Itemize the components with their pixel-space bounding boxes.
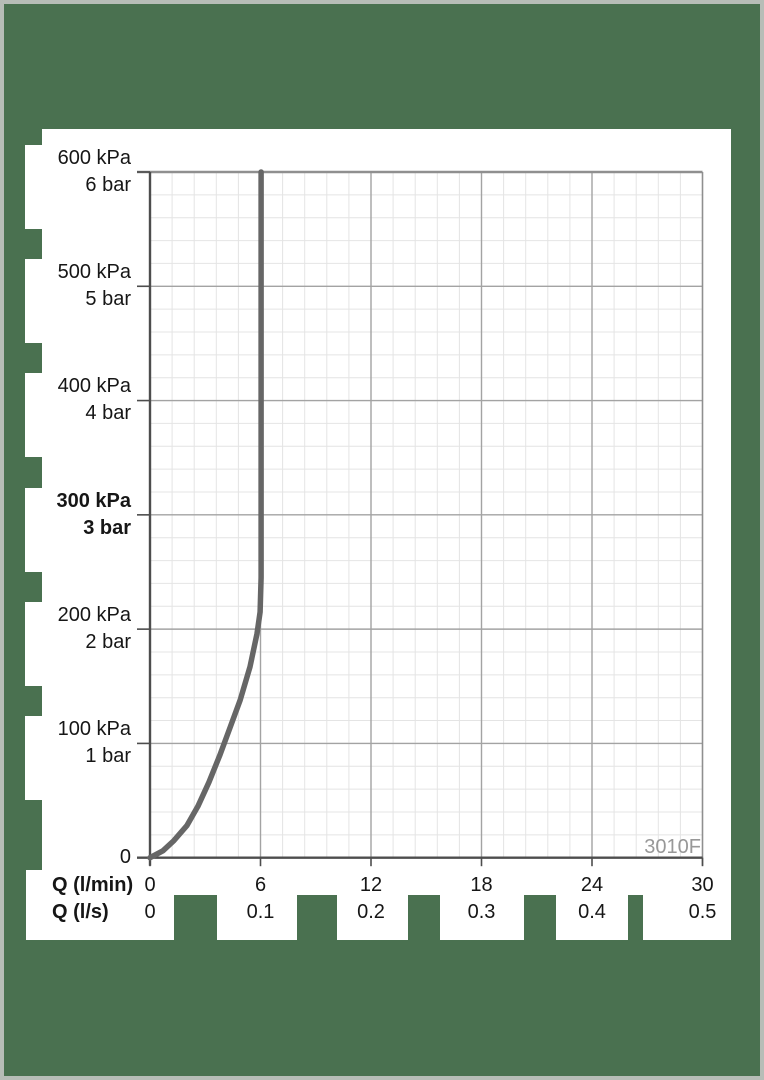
- y-axis-label-kpa: 500 kPa: [57, 261, 131, 283]
- y-axis-label-bar: 4 bar: [85, 402, 131, 424]
- x-label-box-24: [556, 895, 628, 940]
- x-tick-ls-03: 0.3: [467, 901, 496, 923]
- x-tick-lmin-30: 30: [691, 874, 714, 896]
- y-label-tab-300: [25, 488, 44, 572]
- x-tick-lmin-6: 6: [254, 874, 267, 896]
- y-axis-label-300: 300 kPa 3 bar: [0, 488, 131, 542]
- y-axis-label-100: 100 kPa 1 bar: [0, 716, 131, 770]
- y-axis-label-bar: 5 bar: [85, 288, 131, 310]
- x-tick-ls-02: 0.2: [357, 901, 385, 923]
- y-axis-label-400: 400 kPa 4 bar: [0, 373, 131, 427]
- y-label-tab-100: [25, 716, 44, 800]
- chart-panel: [42, 129, 731, 895]
- model-code-label: 3010F: [644, 836, 701, 858]
- x-label-box-12: [337, 895, 408, 940]
- y-label-tab-500: [25, 259, 44, 343]
- y-axis-label-kpa: 100 kPa: [57, 718, 131, 740]
- x-label-box-30: [643, 895, 731, 940]
- x-label-box-18: [440, 895, 524, 940]
- x-tick-lmin-0: 0: [144, 874, 156, 896]
- x-tick-ls-01: 0.1: [246, 901, 275, 923]
- x-axis-row1-title: Q (l/min): [52, 874, 134, 896]
- y-axis-label-kpa: 400 kPa: [57, 375, 131, 397]
- y-axis-label-bar: 6 bar: [85, 174, 131, 196]
- y-axis-label-bar: 3 bar: [83, 517, 131, 539]
- y-axis-label-kpa: 300 kPa: [56, 490, 131, 512]
- x-label-box-6: [217, 895, 297, 940]
- x-label-box-0: [26, 870, 174, 940]
- x-axis-row2-title: Q (l/s): [52, 901, 109, 923]
- y-axis-label-600: 600 kPa 6 bar: [0, 145, 131, 199]
- x-tick-lmin-18: 18: [470, 874, 493, 896]
- x-tick-ls-0: 0: [144, 901, 156, 923]
- x-tick-ls-05: 0.5: [688, 901, 717, 923]
- x-tick-lmin-12: 12: [359, 874, 383, 896]
- y-axis-label-kpa: 600 kPa: [57, 147, 131, 169]
- x-tick-lmin-24: 24: [580, 874, 604, 896]
- y-label-tab-400: [25, 373, 44, 457]
- y-axis-label-kpa: 200 kPa: [57, 604, 131, 626]
- x-tick-ls-04: 0.4: [578, 901, 606, 923]
- y-label-tab-600: [25, 145, 44, 229]
- y-axis-label-bar: 1 bar: [85, 745, 131, 767]
- y-axis-label-bar: 2 bar: [85, 631, 131, 653]
- y-label-tab-200: [25, 602, 44, 686]
- y-axis-label-200: 200 kPa 2 bar: [0, 602, 131, 656]
- y-axis-label-zero: 0: [119, 846, 131, 868]
- y-axis-label-500: 500 kPa 5 bar: [0, 259, 131, 313]
